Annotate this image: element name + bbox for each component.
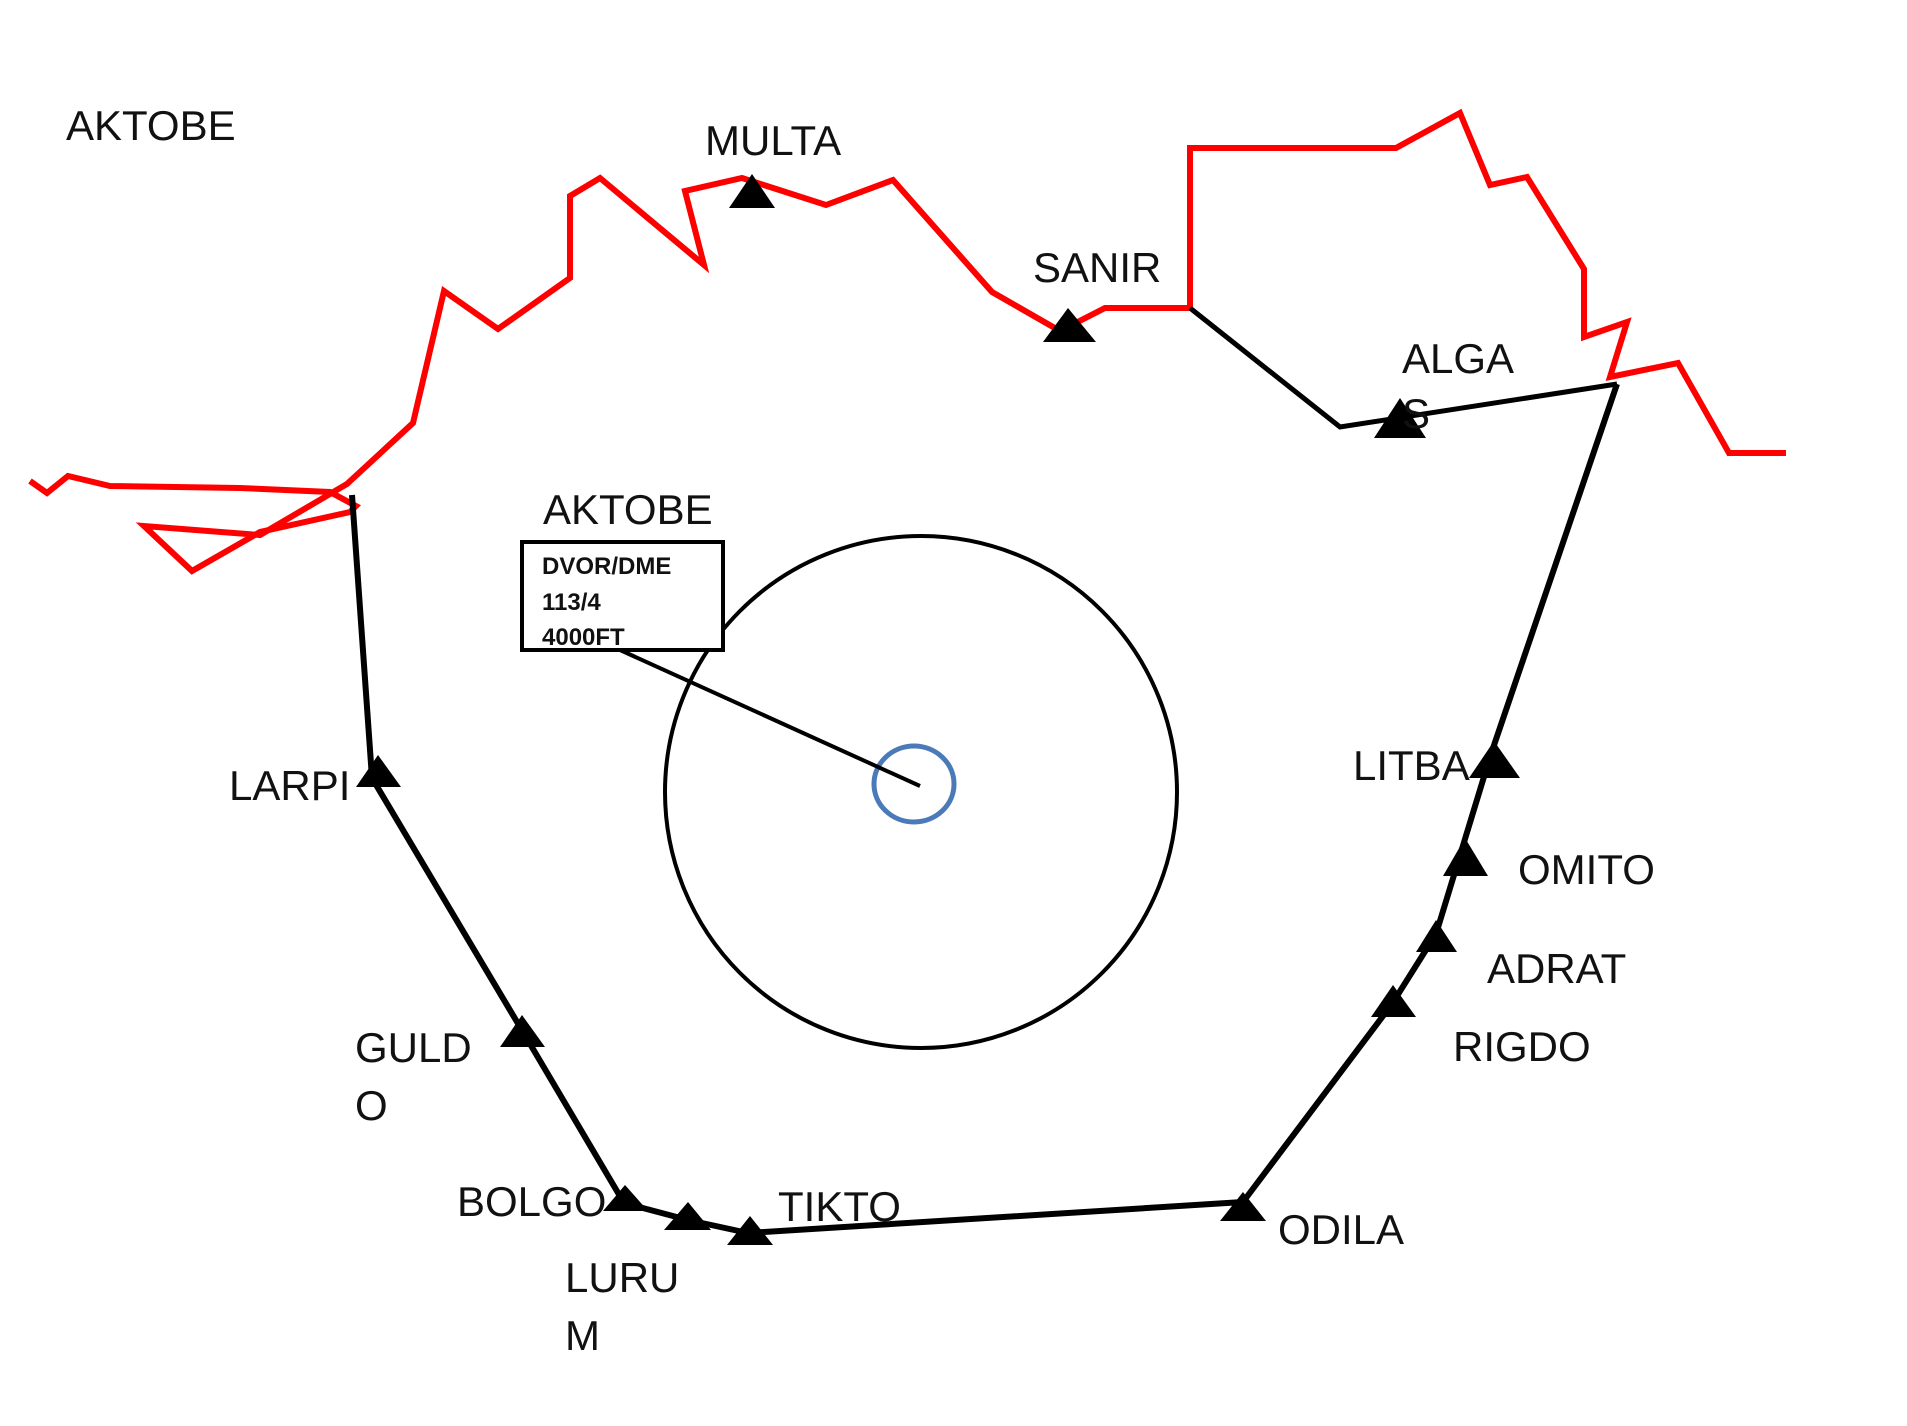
guldo-triangle-icon	[500, 1015, 545, 1047]
lurum-triangle-icon	[664, 1202, 711, 1230]
waypoint-label-bolgo: BOLGO	[457, 1178, 606, 1225]
navaid-type: DVOR/DME	[542, 553, 671, 580]
dvor-station-icon	[871, 743, 957, 825]
waypoint-label-omito: OMITO	[1518, 846, 1655, 893]
airspace-border-line	[28, 108, 1786, 575]
route-loop	[349, 383, 1620, 1236]
tikto-triangle-icon	[727, 1216, 773, 1245]
odila-triangle-icon	[1220, 1192, 1266, 1221]
waypoint-label-lurum-line1: LURU	[565, 1254, 679, 1301]
region-label: AKTOBE	[66, 102, 236, 149]
navaid-frequency: 113/4	[542, 589, 601, 616]
omito-triangle-icon	[1443, 838, 1488, 876]
waypoint-label-litba: LITBA	[1353, 742, 1470, 789]
navaid-altitude: 4000FT	[542, 624, 625, 651]
route-north-east	[1188, 306, 1618, 430]
litba-triangle-icon	[1469, 741, 1520, 778]
waypoint-label-guldo-line2: O	[355, 1082, 388, 1129]
waypoint-label-algas-line2: S	[1402, 390, 1430, 437]
control-zone-circle	[663, 534, 1179, 1050]
waypoint-label-algas-line1: ALGA	[1402, 335, 1514, 382]
navaid-leader-line	[619, 648, 921, 788]
sanir-triangle-icon	[1043, 308, 1096, 342]
algas-triangle-icon	[1374, 398, 1426, 438]
bolgo-triangle-icon	[603, 1185, 648, 1211]
multa-triangle-icon	[729, 174, 775, 208]
adrat-triangle-icon	[1416, 920, 1457, 952]
waypoint-label-odila: ODILA	[1278, 1206, 1404, 1253]
rigdo-triangle-icon	[1371, 985, 1416, 1017]
waypoint-label-rigdo: RIGDO	[1453, 1023, 1591, 1070]
waypoint-markers	[356, 174, 1520, 1245]
larpi-triangle-icon	[356, 755, 401, 787]
navaid-info-box	[520, 540, 725, 652]
waypoint-label-sanir: SANIR	[1033, 244, 1161, 291]
waypoint-label-tikto: TIKTO	[778, 1183, 901, 1230]
waypoint-label-guldo-line1: GULD	[355, 1024, 472, 1071]
waypoint-label-multa: MULTA	[705, 117, 841, 164]
waypoint-label-adrat: ADRAT	[1487, 945, 1626, 992]
waypoint-label-larpi: LARPI	[229, 762, 350, 809]
navaid-name: AKTOBE	[543, 486, 713, 533]
waypoint-label-lurum-line2: M	[565, 1312, 600, 1359]
